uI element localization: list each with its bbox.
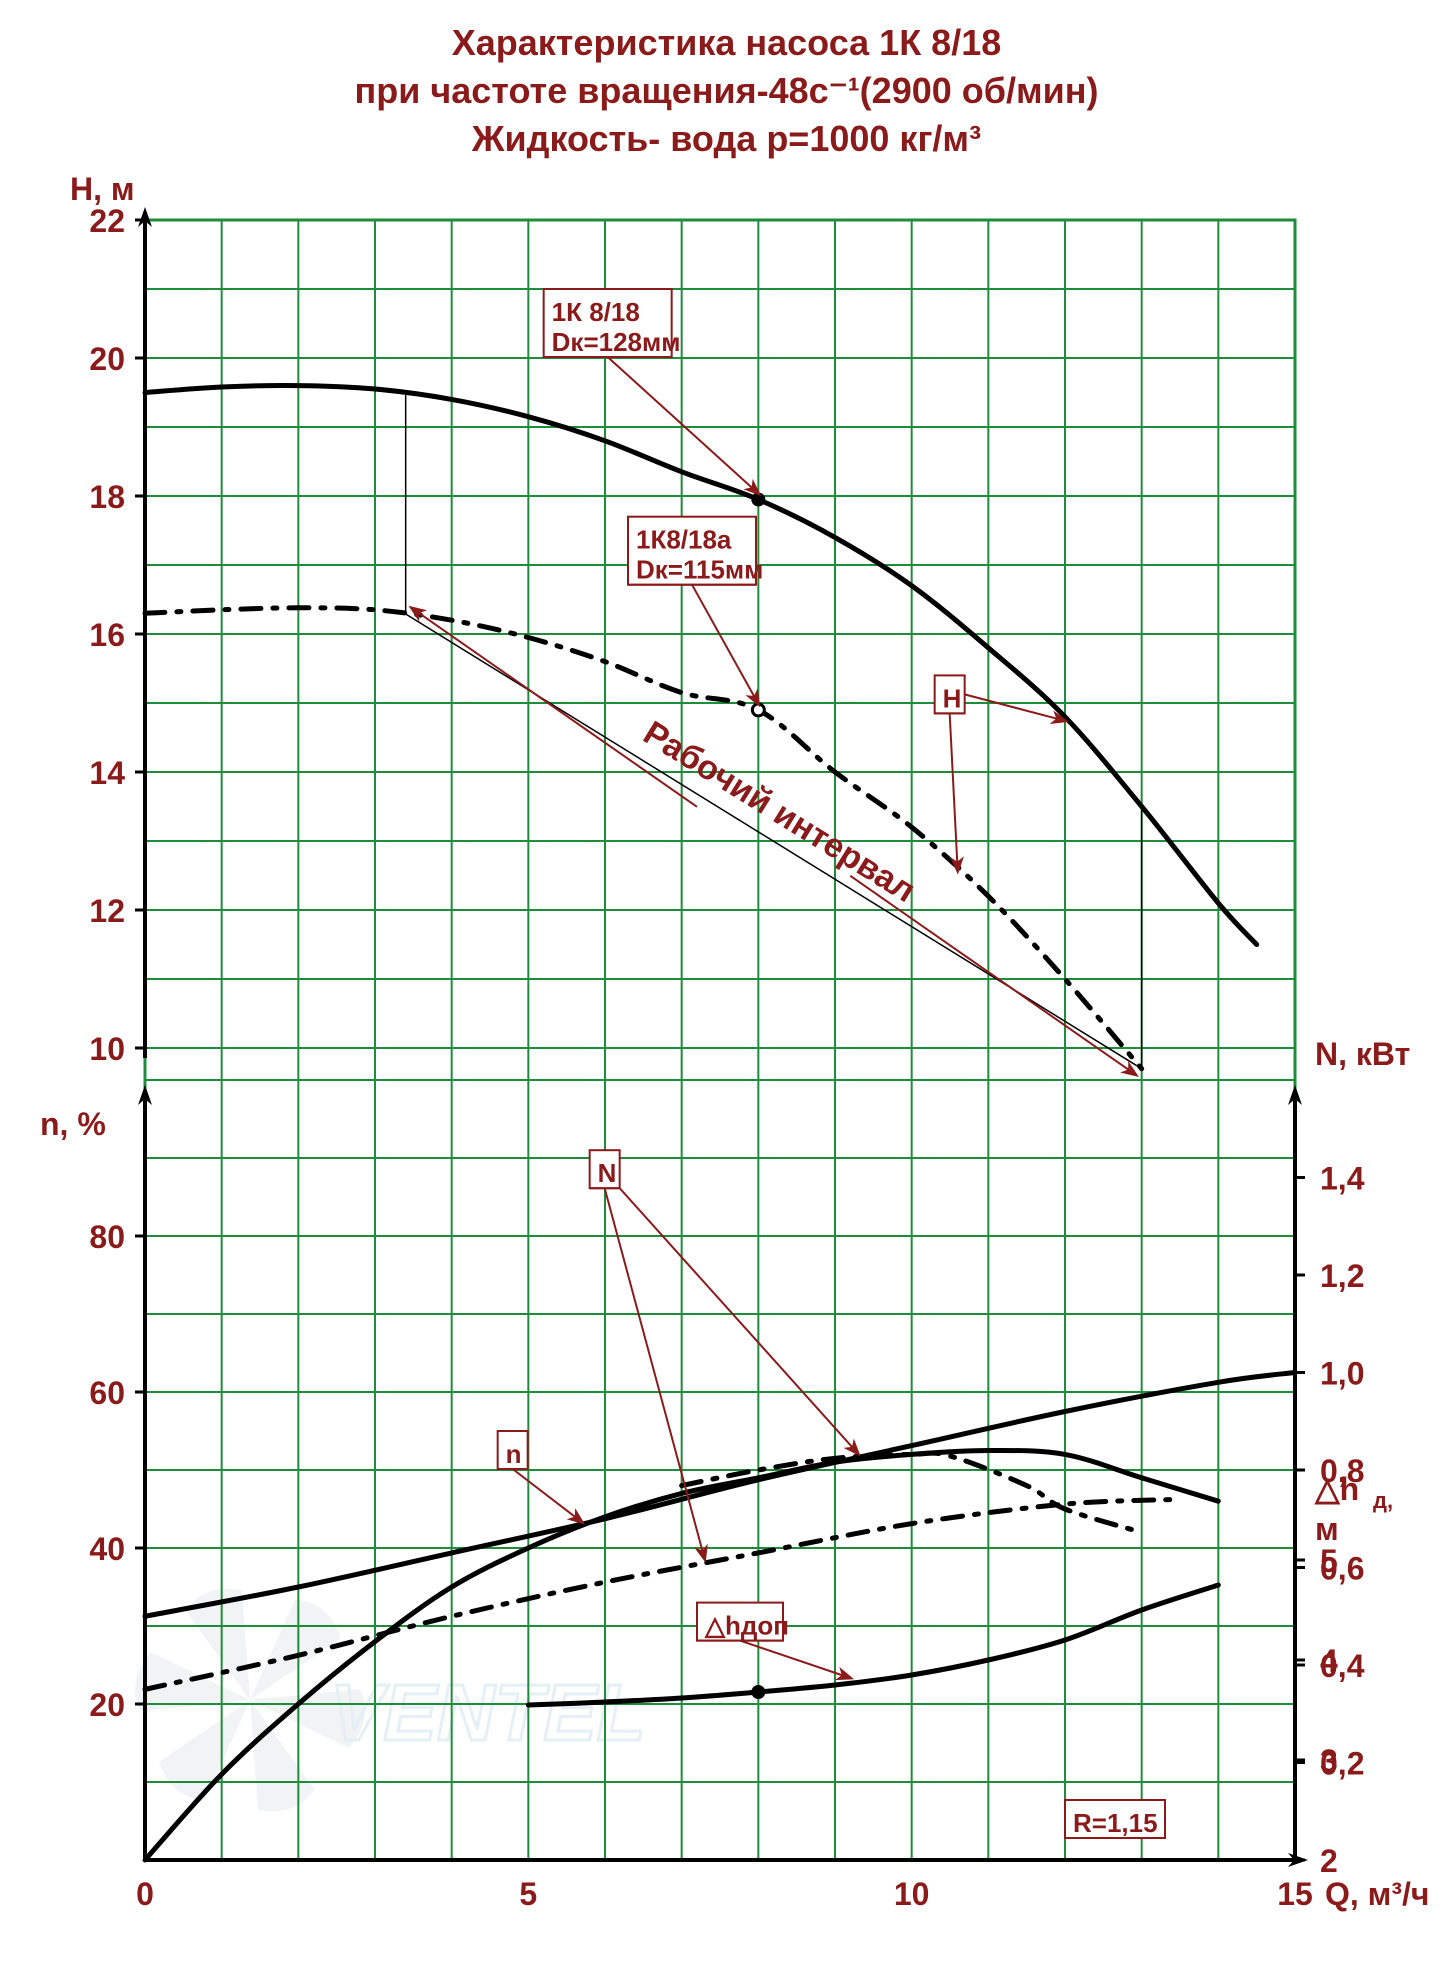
label-eta-letter: n [498, 1431, 528, 1469]
leader-dh [740, 1641, 850, 1678]
tick-H: 16 [89, 617, 125, 653]
curve-H_115 [145, 608, 1142, 1069]
axis-label-x: Q, м³/ч [1325, 1876, 1429, 1912]
title-block: Характеристика насоса 1К 8/18 при частоте… [355, 22, 1099, 159]
svg-text:м: м [1315, 1511, 1339, 1547]
svg-text:△hдоп: △hдоп [704, 1611, 789, 1641]
tick-H: 18 [89, 479, 125, 515]
working-interval-arrow [412, 608, 697, 807]
label-H-letter: H [935, 675, 965, 713]
leader-N-b [605, 1188, 705, 1559]
svg-text:Dк=128мм: Dк=128мм [552, 327, 681, 357]
tick-N: 1,4 [1320, 1161, 1365, 1197]
working-interval-label: Рабочий интервал [637, 714, 922, 910]
leader-H115 [692, 585, 758, 704]
tick-dh: 2 [1320, 1843, 1338, 1879]
axis-label-n: n, % [40, 1106, 106, 1142]
tick-H: 20 [89, 341, 125, 377]
svg-text:R=1,15: R=1,15 [1073, 1808, 1158, 1838]
leader-N-a [620, 1188, 858, 1453]
working-interval-arrow [850, 876, 1135, 1075]
svg-text:1К 8/18: 1К 8/18 [552, 297, 640, 327]
tick-H: 12 [89, 893, 125, 929]
mark-H115 [752, 704, 764, 716]
svg-text:N: N [598, 1158, 617, 1188]
watermark: VENTEL [135, 1589, 646, 1811]
label-H128: 1К 8/18Dк=128мм [544, 289, 681, 357]
svg-text:n: n [506, 1439, 522, 1469]
curve-N_128 [145, 1373, 1295, 1617]
tick-n: 40 [89, 1531, 125, 1567]
title-line: Характеристика насоса 1К 8/18 [452, 22, 1002, 63]
axis-label-H: H, м [70, 171, 135, 207]
mark-dh [751, 1685, 765, 1699]
pump-chart: VENTEL Характеристика насоса 1К 8/18 при ч… [0, 0, 1453, 1987]
tick-n: 80 [89, 1219, 125, 1255]
label-dh-letter: △hдоп [697, 1603, 789, 1641]
tick-n: 60 [89, 1375, 125, 1411]
mark-H128 [751, 492, 765, 506]
tick-x: 10 [894, 1876, 930, 1912]
tick-N: 1,0 [1320, 1356, 1364, 1392]
title-line: Жидкость- вода р=1000 кг/м³ [471, 118, 981, 159]
tick-dh: 3 [1320, 1743, 1338, 1779]
axis-label-N: N, кВт [1315, 1036, 1410, 1072]
tick-H: 22 [89, 203, 125, 239]
tick-n: 20 [89, 1687, 125, 1723]
svg-text:△h: △h [1314, 1471, 1359, 1507]
tick-dh: 4 [1320, 1643, 1338, 1679]
svg-text:1К8/18а: 1К8/18а [636, 525, 732, 555]
svg-text:д,: д, [1373, 1488, 1393, 1513]
curve-H_128 [145, 386, 1257, 945]
tick-x: 15 [1277, 1876, 1313, 1912]
tick-N: 1,2 [1320, 1258, 1364, 1294]
label-H115: 1К8/18аDк=115мм [628, 517, 763, 585]
svg-text:H: H [943, 683, 962, 713]
axis-label-dh: △h д, м [1314, 1471, 1393, 1547]
svg-text:Dк=115мм: Dк=115мм [636, 555, 763, 585]
label-R-box: R=1,15 [1065, 1800, 1165, 1838]
leader-eta [513, 1469, 582, 1522]
leader-H-b [950, 713, 958, 870]
tick-H: 14 [89, 755, 125, 791]
title-line: при частоте вращения-48с⁻¹(2900 об/мин) [355, 70, 1099, 111]
tick-dh: 5 [1320, 1543, 1338, 1579]
watermark-text: VENTEL [330, 1668, 646, 1757]
label-N-letter: N [590, 1150, 620, 1188]
tick-x: 0 [136, 1876, 154, 1912]
tick-H: 10 [89, 1031, 125, 1067]
leader-H-a [965, 694, 1065, 720]
tick-x: 5 [519, 1876, 537, 1912]
